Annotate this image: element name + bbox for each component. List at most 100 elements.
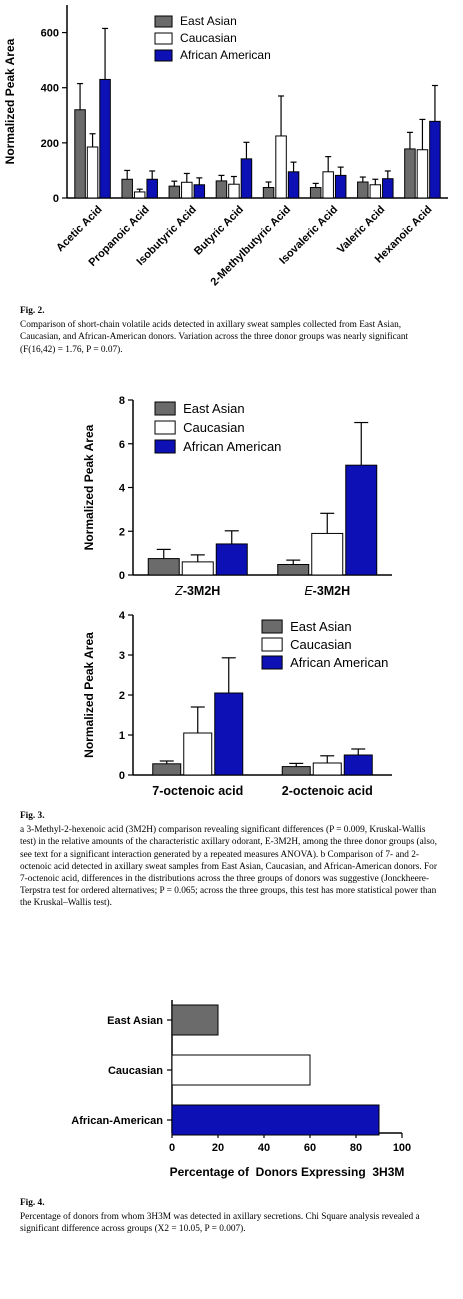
y-tick-label: 400 xyxy=(41,83,59,95)
bar-african-american-z-3m2h xyxy=(215,543,248,576)
x-tick-label: Valeric Acid xyxy=(335,204,387,256)
bar-african-american-isovaleric-acid xyxy=(334,174,347,199)
x-tick-label: 2-octenoic acid xyxy=(282,784,373,798)
y-tick-label: 3 xyxy=(119,650,125,662)
bar-african-american-butyric-acid xyxy=(240,158,253,199)
x-tick-label: E-3M2H xyxy=(304,584,350,598)
bar-african-american-hexanoic-acid xyxy=(429,120,441,199)
y-tick-label: 0 xyxy=(53,193,59,205)
legend-swatch-east-asian xyxy=(261,619,283,634)
bar-caucasian-2-octenoic-acid xyxy=(312,762,342,776)
y-tick-label: 4 xyxy=(119,483,126,495)
fig4-chart: 0 20 40 60 80 100 East Asian Caucasian African-A… xyxy=(71,1000,411,1179)
bar-east-asian-acetic-acid xyxy=(74,109,86,199)
bar-african-american-2-methylbutyric-acid xyxy=(287,171,300,199)
fig3-caption-text: a 3-Methyl-2-hexenoic acid (3M2H) compar… xyxy=(20,825,437,909)
x-tick-label: 40 xyxy=(258,1142,270,1154)
x-tick-label: 80 xyxy=(350,1142,362,1154)
bar-east-asian-valeric-acid xyxy=(357,181,369,199)
legend-label-east-asian: East Asian xyxy=(183,401,244,416)
bar-east-asian-hexanoic-acid xyxy=(404,148,416,199)
fig4-caption-label: Fig. 4. xyxy=(20,1198,45,1208)
y-tick-label: 2 xyxy=(119,690,125,702)
legend-swatch-african-american xyxy=(261,655,283,670)
legend-swatch-african-american xyxy=(154,49,173,62)
y-axis-label: Normalized Peak Area xyxy=(82,632,96,758)
legend-label-caucasian: Caucasian xyxy=(180,31,237,45)
fig2-caption-text: Comparison of short-chain volatile acids… xyxy=(20,320,409,355)
bar-east-asian xyxy=(171,1004,219,1036)
x-tick-label: Z-3M2H xyxy=(174,584,220,598)
bar-african-american xyxy=(171,1104,380,1136)
y-tick-label: 1 xyxy=(119,730,125,742)
bar-east-asian-2-methylbutyric-acid xyxy=(262,187,275,199)
bar-caucasian-propanoic-acid xyxy=(133,191,146,199)
fig3b-chart: 0 1 2 3 4 Normalized Peak Area 7-octenoic acid… xyxy=(82,610,392,798)
bar-east-asian-z-3m2h xyxy=(147,558,180,576)
legend-label-east-asian: East Asian xyxy=(290,619,351,634)
legend-swatch-caucasian xyxy=(261,637,283,652)
legend-swatch-african-american xyxy=(154,439,176,454)
bar-east-asian-7-octenoic-acid xyxy=(152,763,182,776)
legend-label-african-american: African American xyxy=(180,48,271,62)
x-tick-label: 60 xyxy=(304,1142,316,1154)
fig4-caption-text: Percentage of donors from whom 3H3M was … xyxy=(20,1212,420,1235)
bar-african-american-acetic-acid xyxy=(99,78,111,199)
bar-african-american-propanoic-acid xyxy=(146,178,158,199)
bar-african-american-e-3m2h xyxy=(345,464,378,576)
x-tick-label: 7-octenoic acid xyxy=(152,784,243,798)
x-tick-label: 20 xyxy=(212,1142,224,1154)
x-tick-label: Acetic Acid xyxy=(54,204,105,255)
bar-caucasian-valeric-acid xyxy=(369,184,382,199)
legend-swatch-east-asian xyxy=(154,15,173,28)
y-tick-label: 0 xyxy=(119,570,125,582)
y-tick-label: African-American xyxy=(71,1115,163,1127)
x-tick-label: 0 xyxy=(169,1142,175,1154)
y-tick-label: Caucasian xyxy=(108,1065,163,1077)
y-tick-label: 6 xyxy=(119,439,125,451)
bar-caucasian-butyric-acid xyxy=(228,183,240,199)
legend-swatch-caucasian xyxy=(154,32,173,45)
fig4-caption: Fig. 4. Percentage of donors from whom 3… xyxy=(20,1197,440,1236)
legend-swatch-caucasian xyxy=(154,420,176,435)
fig3-caption: Fig. 3. a 3-Methyl-2-hexenoic acid (3M2H… xyxy=(20,810,440,910)
x-tick-label: 100 xyxy=(393,1142,411,1154)
y-tick-label: 600 xyxy=(41,28,59,40)
bar-caucasian-z-3m2h xyxy=(181,561,214,576)
bar-caucasian-acetic-acid xyxy=(86,146,99,199)
bar-caucasian-isobutyric-acid xyxy=(181,181,193,199)
y-tick-label: East Asian xyxy=(107,1015,163,1027)
fig3a-chart: 0 2 4 6 8 Normalized Peak Area Z-3M2H E-3M2H Eas… xyxy=(82,395,392,598)
legend-label-african-american: African American xyxy=(183,439,281,454)
legend-label-caucasian: Caucasian xyxy=(183,420,244,435)
bar-african-american-isobutyric-acid xyxy=(193,184,206,199)
bar-african-american-valeric-acid xyxy=(382,178,394,199)
bar-east-asian-butyric-acid xyxy=(215,180,228,199)
legend-swatch-east-asian xyxy=(154,401,176,416)
fig2-caption-label: Fig. 2. xyxy=(20,306,45,316)
bar-east-asian-isovaleric-acid xyxy=(309,187,322,199)
y-axis-label: Normalized Peak Area xyxy=(3,38,17,164)
bar-east-asian-2-octenoic-acid xyxy=(281,766,311,776)
bar-african-american-7-octenoic-acid xyxy=(214,692,244,776)
bar-african-american-2-octenoic-acid xyxy=(343,754,373,776)
y-axis-label: Normalized Peak Area xyxy=(82,424,96,550)
legend-label-east-asian: East Asian xyxy=(180,14,237,28)
bar-caucasian-isovaleric-acid xyxy=(322,171,334,199)
legend-label-caucasian: Caucasian xyxy=(290,637,351,652)
x-tick-label: 2-Methylbutyric Acid xyxy=(208,204,293,289)
y-tick-label: 200 xyxy=(41,138,59,150)
fig2-caption: Fig. 2. Comparison of short-chain volati… xyxy=(20,305,440,356)
y-tick-label: 4 xyxy=(119,610,126,622)
bar-east-asian-isobutyric-acid xyxy=(168,185,181,199)
fig3-caption-label: Fig. 3. xyxy=(20,811,45,821)
bar-east-asian-propanoic-acid xyxy=(121,178,133,199)
x-axis-label: Percentage of Donors Expressing 3H3M xyxy=(170,1165,405,1179)
bar-caucasian xyxy=(171,1054,311,1086)
bar-caucasian-hexanoic-acid xyxy=(416,149,429,199)
y-tick-label: 0 xyxy=(119,770,125,782)
bar-caucasian-7-octenoic-acid xyxy=(183,732,213,776)
bar-east-asian-e-3m2h xyxy=(277,564,310,576)
y-tick-label: 8 xyxy=(119,395,125,407)
bar-caucasian-2-methylbutyric-acid xyxy=(275,135,287,199)
